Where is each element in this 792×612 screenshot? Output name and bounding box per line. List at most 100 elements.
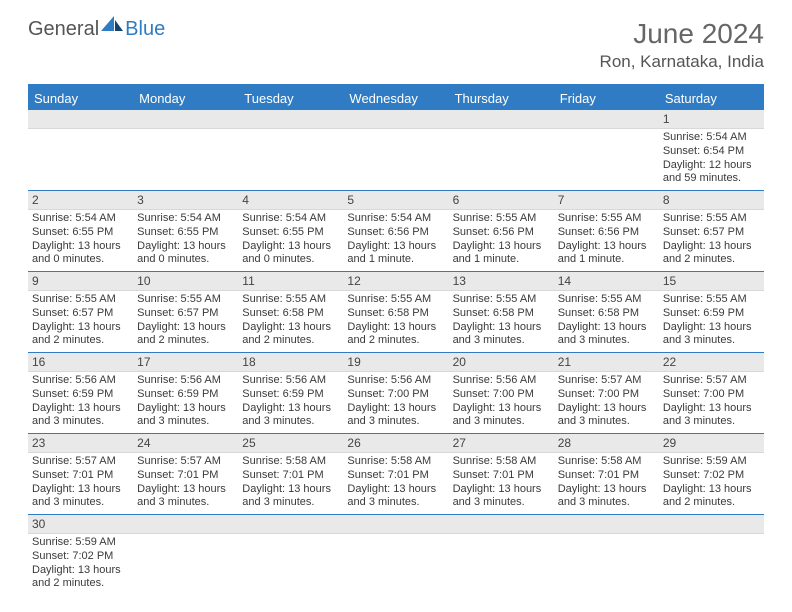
day-details: Sunrise: 5:56 AMSunset: 6:59 PMDaylight:… [133,372,238,433]
sunset-line: Sunset: 6:54 PM [663,145,760,159]
day-number [343,515,448,534]
location: Ron, Karnataka, India [600,52,764,72]
sunset-line: Sunset: 6:57 PM [32,307,129,321]
day-cell: 21Sunrise: 5:57 AMSunset: 7:00 PMDayligh… [554,353,659,433]
sunrise-line: Sunrise: 5:55 AM [347,293,444,307]
day-details: Sunrise: 5:59 AMSunset: 7:02 PMDaylight:… [659,453,764,514]
day-cell: 28Sunrise: 5:58 AMSunset: 7:01 PMDayligh… [554,434,659,514]
daylight-line: Daylight: 13 hours and 3 minutes. [32,483,129,511]
day-number [133,515,238,534]
daylight-line: Daylight: 13 hours and 3 minutes. [32,402,129,430]
day-details: Sunrise: 5:55 AMSunset: 6:59 PMDaylight:… [659,291,764,352]
day-details: Sunrise: 5:55 AMSunset: 6:58 PMDaylight:… [238,291,343,352]
sunset-line: Sunset: 6:59 PM [137,388,234,402]
day-number: 10 [133,272,238,291]
day-details: Sunrise: 5:59 AMSunset: 7:02 PMDaylight:… [28,534,133,595]
daylight-line: Daylight: 13 hours and 0 minutes. [242,240,339,268]
daylight-line: Daylight: 13 hours and 2 minutes. [347,321,444,349]
day-number: 27 [449,434,554,453]
empty-cell [133,110,238,190]
sunset-line: Sunset: 6:59 PM [663,307,760,321]
day-number: 14 [554,272,659,291]
sunset-line: Sunset: 7:01 PM [558,469,655,483]
daylight-line: Daylight: 13 hours and 3 minutes. [347,483,444,511]
empty-cell [449,515,554,595]
sunset-line: Sunset: 6:58 PM [453,307,550,321]
empty-cell [449,110,554,190]
day-number: 2 [28,191,133,210]
sunrise-line: Sunrise: 5:58 AM [453,455,550,469]
day-details: Sunrise: 5:54 AMSunset: 6:56 PMDaylight:… [343,210,448,271]
day-cell: 4Sunrise: 5:54 AMSunset: 6:55 PMDaylight… [238,191,343,271]
daylight-line: Daylight: 13 hours and 3 minutes. [558,483,655,511]
day-cell: 2Sunrise: 5:54 AMSunset: 6:55 PMDaylight… [28,191,133,271]
header: General Blue June 2024 Ron, Karnataka, I… [0,0,792,78]
daylight-line: Daylight: 13 hours and 3 minutes. [453,483,550,511]
logo-text-blue: Blue [125,18,165,41]
day-cell: 8Sunrise: 5:55 AMSunset: 6:57 PMDaylight… [659,191,764,271]
day-cell: 1Sunrise: 5:54 AMSunset: 6:54 PMDaylight… [659,110,764,190]
day-number [554,515,659,534]
daylight-line: Daylight: 13 hours and 3 minutes. [347,402,444,430]
sunrise-line: Sunrise: 5:56 AM [242,374,339,388]
weekday-header: Tuesday [238,87,343,110]
day-number: 13 [449,272,554,291]
day-number [554,110,659,129]
daylight-line: Daylight: 13 hours and 3 minutes. [663,402,760,430]
day-number: 28 [554,434,659,453]
day-cell: 13Sunrise: 5:55 AMSunset: 6:58 PMDayligh… [449,272,554,352]
sunset-line: Sunset: 6:55 PM [32,226,129,240]
day-number: 24 [133,434,238,453]
empty-cell [659,515,764,595]
sunset-line: Sunset: 6:59 PM [32,388,129,402]
day-number: 1 [659,110,764,129]
weeks-container: 1Sunrise: 5:54 AMSunset: 6:54 PMDaylight… [28,110,764,595]
weekday-header: Saturday [659,87,764,110]
sunrise-line: Sunrise: 5:59 AM [32,536,129,550]
day-cell: 25Sunrise: 5:58 AMSunset: 7:01 PMDayligh… [238,434,343,514]
week-row: 23Sunrise: 5:57 AMSunset: 7:01 PMDayligh… [28,434,764,515]
sunset-line: Sunset: 7:00 PM [663,388,760,402]
sunset-line: Sunset: 6:56 PM [453,226,550,240]
sunrise-line: Sunrise: 5:55 AM [558,293,655,307]
title-block: June 2024 Ron, Karnataka, India [600,18,764,72]
sunrise-line: Sunrise: 5:55 AM [558,212,655,226]
day-cell: 10Sunrise: 5:55 AMSunset: 6:57 PMDayligh… [133,272,238,352]
sunrise-line: Sunrise: 5:55 AM [137,293,234,307]
daylight-line: Daylight: 13 hours and 3 minutes. [242,483,339,511]
daylight-line: Daylight: 13 hours and 1 minute. [347,240,444,268]
day-number: 23 [28,434,133,453]
day-number: 17 [133,353,238,372]
sunrise-line: Sunrise: 5:55 AM [242,293,339,307]
sunrise-line: Sunrise: 5:56 AM [453,374,550,388]
day-details: Sunrise: 5:58 AMSunset: 7:01 PMDaylight:… [343,453,448,514]
day-number [449,515,554,534]
sunrise-line: Sunrise: 5:56 AM [137,374,234,388]
daylight-line: Daylight: 13 hours and 3 minutes. [137,402,234,430]
sunrise-line: Sunrise: 5:54 AM [242,212,339,226]
sunrise-line: Sunrise: 5:58 AM [347,455,444,469]
day-cell: 24Sunrise: 5:57 AMSunset: 7:01 PMDayligh… [133,434,238,514]
daylight-line: Daylight: 13 hours and 2 minutes. [32,321,129,349]
sunrise-line: Sunrise: 5:54 AM [663,131,760,145]
sunset-line: Sunset: 6:58 PM [347,307,444,321]
sunset-line: Sunset: 6:56 PM [558,226,655,240]
daylight-line: Daylight: 13 hours and 0 minutes. [32,240,129,268]
sunset-line: Sunset: 7:02 PM [663,469,760,483]
day-details: Sunrise: 5:55 AMSunset: 6:58 PMDaylight:… [554,291,659,352]
month-title: June 2024 [600,18,764,50]
day-cell: 6Sunrise: 5:55 AMSunset: 6:56 PMDaylight… [449,191,554,271]
sunset-line: Sunset: 7:01 PM [453,469,550,483]
day-number [659,515,764,534]
daylight-line: Daylight: 13 hours and 2 minutes. [242,321,339,349]
day-number: 3 [133,191,238,210]
daylight-line: Daylight: 13 hours and 2 minutes. [32,564,129,592]
sunrise-line: Sunrise: 5:55 AM [32,293,129,307]
sunrise-line: Sunrise: 5:56 AM [32,374,129,388]
day-number: 29 [659,434,764,453]
day-cell: 15Sunrise: 5:55 AMSunset: 6:59 PMDayligh… [659,272,764,352]
day-details: Sunrise: 5:56 AMSunset: 7:00 PMDaylight:… [449,372,554,433]
sunrise-line: Sunrise: 5:57 AM [558,374,655,388]
day-cell: 20Sunrise: 5:56 AMSunset: 7:00 PMDayligh… [449,353,554,433]
empty-cell [554,110,659,190]
